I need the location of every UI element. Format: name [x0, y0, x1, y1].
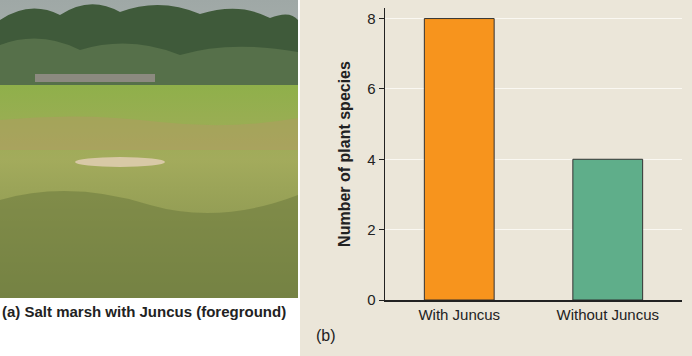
svg-text:Number of plant species: Number of plant species	[336, 61, 353, 247]
svg-text:0: 0	[367, 291, 375, 308]
svg-text:Without Juncus: Without Juncus	[556, 306, 659, 323]
svg-text:6: 6	[367, 80, 375, 97]
svg-text:(b): (b)	[316, 327, 336, 344]
html-text:(a) Salt marsh with Juncus (fo: (a) Salt marsh with Juncus (foreground)	[2, 303, 287, 320]
svg-text:8: 8	[367, 10, 375, 27]
svg-text:With Juncus: With Juncus	[418, 306, 500, 323]
svg-text:4: 4	[367, 151, 375, 168]
svg-text:2: 2	[367, 221, 375, 238]
